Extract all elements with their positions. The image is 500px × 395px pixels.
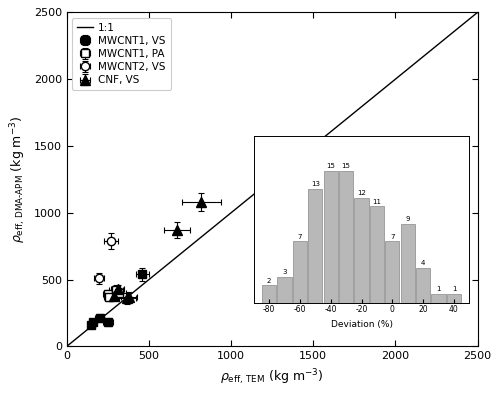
Legend: 1:1, MWCNT1, VS, MWCNT1, PA, MWCNT2, VS, CNF, VS: 1:1, MWCNT1, VS, MWCNT1, PA, MWCNT2, VS,… — [72, 17, 170, 90]
Y-axis label: $\rho_{\mathrm{eff,\,DMA\text{-}APM}}$ (kg m$^{-3}$): $\rho_{\mathrm{eff,\,DMA\text{-}APM}}$ (… — [8, 116, 28, 243]
X-axis label: $\rho_{\mathrm{eff,\,TEM}}$ (kg m$^{-3}$): $\rho_{\mathrm{eff,\,TEM}}$ (kg m$^{-3}$… — [220, 367, 324, 387]
